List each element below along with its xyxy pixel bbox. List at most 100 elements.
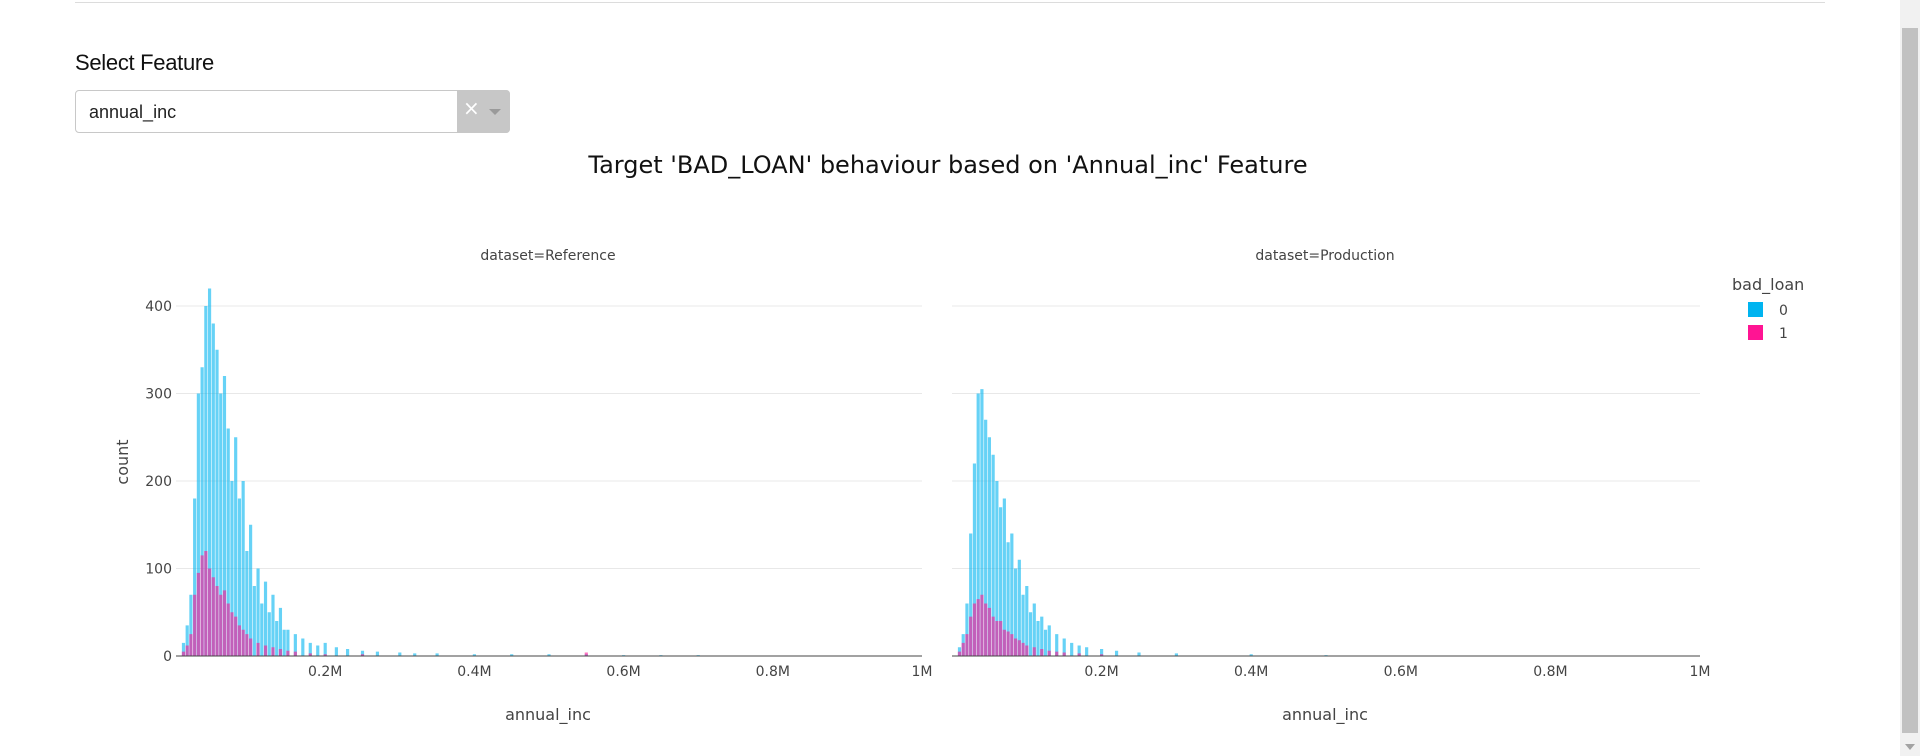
feature-dropdown[interactable]: annual_inc ×: [75, 90, 510, 133]
histogram-bar-0[interactable]: [398, 652, 402, 657]
histogram-bar-1[interactable]: [995, 621, 999, 656]
histogram-bar-1[interactable]: [193, 594, 197, 656]
histogram-bar-1[interactable]: [980, 594, 984, 656]
histogram-bar-0[interactable]: [275, 621, 279, 656]
histogram-bar-0[interactable]: [1070, 642, 1074, 656]
histogram-bar-0[interactable]: [286, 629, 290, 656]
histogram-bar-0[interactable]: [271, 594, 275, 656]
histogram-bar-0[interactable]: [204, 306, 208, 656]
histogram-bar-1[interactable]: [196, 572, 200, 656]
histogram-bar-1[interactable]: [271, 647, 275, 656]
histogram-bar-1[interactable]: [1055, 651, 1059, 656]
histogram-bar-0[interactable]: [1100, 649, 1104, 656]
histogram-bar-0[interactable]: [413, 653, 417, 656]
histogram-bar-1[interactable]: [278, 649, 283, 656]
scroll-down-arrow-icon[interactable]: [1905, 744, 1915, 750]
histogram-bar-1[interactable]: [1077, 653, 1081, 656]
histogram-bar-1[interactable]: [308, 653, 312, 656]
histogram-bar-0[interactable]: [278, 607, 283, 656]
dropdown-controls[interactable]: ×: [457, 90, 510, 133]
histogram-bar-0[interactable]: [999, 507, 1003, 656]
histogram-bar-1[interactable]: [185, 645, 189, 657]
histogram-bar-0[interactable]: [207, 288, 212, 657]
histogram-bar-0[interactable]: [252, 586, 256, 656]
histogram-bar-0[interactable]: [1047, 625, 1051, 656]
histogram-bar-1[interactable]: [1017, 640, 1021, 656]
histogram-bar-0[interactable]: [219, 393, 223, 657]
histogram-bar-1[interactable]: [207, 568, 212, 657]
histogram-bar-1[interactable]: [957, 651, 962, 656]
histogram-bar-1[interactable]: [204, 551, 208, 656]
histogram-bar-0[interactable]: [510, 654, 514, 656]
legend-swatch-0[interactable]: [1748, 302, 1763, 317]
histogram-bar-0[interactable]: [1077, 645, 1081, 657]
histogram-bar-0[interactable]: [256, 568, 260, 657]
histogram-bar-0[interactable]: [282, 629, 286, 656]
histogram-bar-0[interactable]: [1017, 559, 1021, 656]
histogram-bar-0[interactable]: [245, 551, 249, 656]
histogram-bar-0[interactable]: [226, 428, 230, 657]
histogram-bar-1[interactable]: [991, 616, 995, 656]
histogram-bar-0[interactable]: [316, 645, 320, 657]
histogram-bar-0[interactable]: [345, 649, 350, 656]
histogram-bar-1[interactable]: [1062, 652, 1066, 657]
histogram-bar-0[interactable]: [263, 581, 268, 656]
clear-icon[interactable]: ×: [463, 96, 480, 120]
histogram-bar-1[interactable]: [215, 586, 219, 656]
chevron-down-icon[interactable]: [489, 109, 501, 115]
histogram-bar-0[interactable]: [1021, 594, 1025, 656]
histogram-bar-1[interactable]: [584, 652, 588, 657]
histogram-bar-0[interactable]: [972, 463, 977, 657]
histogram-bar-0[interactable]: [375, 651, 380, 656]
histogram-bar-0[interactable]: [1085, 647, 1089, 656]
histogram-bar-0[interactable]: [1036, 621, 1040, 656]
histogram-bar-1[interactable]: [984, 603, 988, 657]
histogram-bar-1[interactable]: [1040, 649, 1044, 656]
histogram-bar-0[interactable]: [234, 437, 238, 656]
histogram-bar-1[interactable]: [1006, 631, 1010, 657]
histogram-bar-1[interactable]: [222, 590, 227, 656]
histogram-bar-0[interactable]: [1137, 652, 1141, 657]
histogram-bar-0[interactable]: [323, 642, 327, 656]
histogram-bar-0[interactable]: [965, 603, 969, 657]
histogram-bar-0[interactable]: [308, 642, 312, 656]
histogram-bar-0[interactable]: [267, 612, 271, 656]
histogram-bar-0[interactable]: [995, 481, 999, 656]
legend-swatch-1[interactable]: [1748, 325, 1763, 340]
histogram-bar-1[interactable]: [360, 654, 365, 656]
histogram-bar-0[interactable]: [1040, 616, 1044, 656]
histogram-bar-0[interactable]: [1028, 612, 1033, 656]
histogram-bar-0[interactable]: [435, 653, 439, 656]
histogram-bar-0[interactable]: [1055, 634, 1059, 656]
histogram-bar-1[interactable]: [965, 634, 969, 656]
histogram-bar-0[interactable]: [980, 389, 984, 656]
histogram-bar-0[interactable]: [991, 454, 995, 656]
histogram-bar-0[interactable]: [987, 437, 991, 656]
histogram-bar-0[interactable]: [215, 349, 219, 656]
histogram-bar-0[interactable]: [1174, 653, 1178, 656]
histogram-bar-1[interactable]: [263, 645, 268, 657]
histogram-bar-1[interactable]: [969, 616, 973, 656]
histogram-bar-0[interactable]: [230, 481, 234, 656]
histogram-bar-1[interactable]: [999, 621, 1003, 656]
histogram-bar-0[interactable]: [360, 650, 365, 656]
histogram-bar-0[interactable]: [1025, 586, 1029, 656]
histogram-bar-1[interactable]: [1032, 647, 1036, 656]
histogram-bar-0[interactable]: [293, 634, 297, 656]
histogram-bar-1[interactable]: [249, 638, 253, 657]
histogram-bar-1[interactable]: [961, 642, 965, 656]
histogram-bar-1[interactable]: [1100, 654, 1104, 656]
histogram-bar-1[interactable]: [200, 555, 204, 656]
histogram-bar-0[interactable]: [193, 498, 197, 657]
histogram-bar-1[interactable]: [211, 577, 215, 656]
histogram-bar-0[interactable]: [1013, 568, 1018, 657]
histogram-bar-1[interactable]: [237, 625, 241, 656]
histogram-bar-0[interactable]: [200, 367, 204, 656]
legend-label-0[interactable]: 0: [1779, 303, 1788, 319]
histogram-bar-0[interactable]: [1010, 533, 1014, 657]
histogram-bar-0[interactable]: [185, 625, 189, 656]
histogram-bar-1[interactable]: [219, 594, 223, 656]
histogram-bar-0[interactable]: [181, 642, 186, 656]
vertical-scrollbar[interactable]: [1900, 0, 1920, 756]
histogram-bar-0[interactable]: [189, 594, 193, 656]
